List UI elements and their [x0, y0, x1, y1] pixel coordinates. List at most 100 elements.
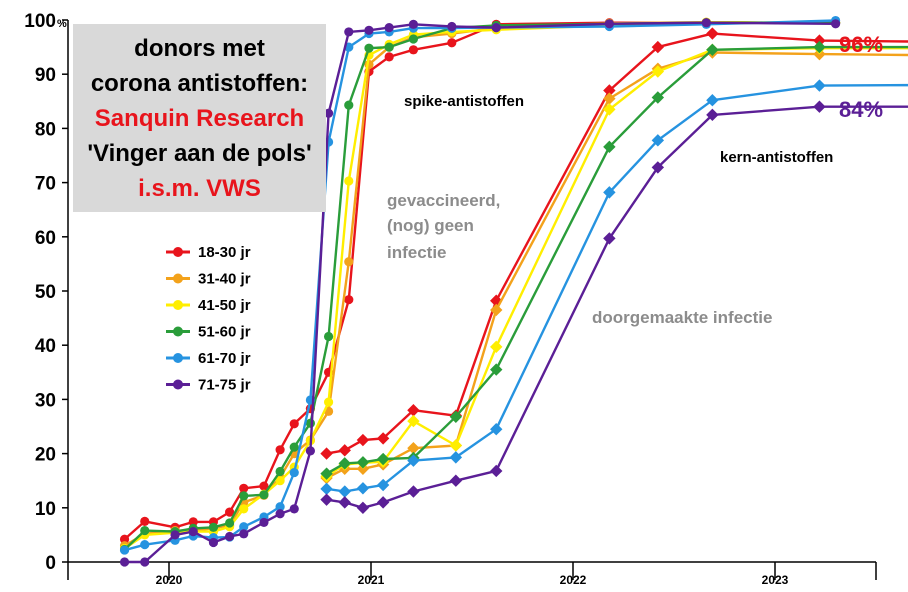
x-tick-label: 2021: [358, 573, 385, 587]
data-point: [384, 42, 394, 52]
data-point: [239, 522, 249, 532]
data-point: [320, 493, 333, 506]
legend-swatch-marker: [173, 247, 183, 257]
data-point: [604, 19, 614, 29]
legend-swatch-marker: [173, 273, 183, 284]
series-spike-71-75-jr: [119, 18, 841, 567]
legend-item: 51-60 jr: [166, 324, 251, 341]
data-point: [225, 518, 235, 528]
legend-item: 71-75 jr: [166, 377, 251, 394]
data-point: [239, 529, 249, 539]
end-label-bottom: 84%: [839, 97, 883, 122]
data-point: [275, 502, 285, 512]
series-kern-31-40-jr: [320, 46, 908, 485]
y-ticks: 0 10 20 30 40 50 60 70 80 90 100%: [24, 11, 68, 574]
data-point: [119, 534, 130, 544]
data-point: [651, 65, 665, 78]
data-point: [344, 295, 354, 305]
series-kern-51-60-jr: [320, 40, 908, 480]
end-label-top: 96%: [839, 32, 883, 57]
data-point: [140, 557, 150, 567]
data-point: [188, 527, 198, 537]
data-point: [706, 43, 719, 57]
title-box: donors met corona antistoffen: Sanquin R…: [73, 24, 326, 212]
legend-swatch-marker: [173, 353, 183, 363]
data-point: [651, 161, 665, 174]
data-point: [305, 446, 315, 456]
y-tick-label: 40: [35, 336, 56, 357]
data-point: [449, 410, 463, 423]
data-point: [323, 397, 334, 407]
y-tick-label: 70: [35, 174, 56, 195]
data-point: [275, 445, 285, 455]
data-point: [344, 100, 354, 110]
data-point: [289, 504, 299, 514]
data-point: [140, 525, 150, 536]
data-point: [490, 423, 503, 436]
data-point: [208, 537, 219, 548]
data-point: [225, 507, 235, 517]
legend-label: 71-75 jr: [198, 377, 251, 394]
data-point: [490, 464, 503, 478]
data-point: [376, 496, 390, 509]
data-point: [239, 491, 249, 501]
legend: 18-30 jr 31-40 jr 41-50 jr 51-60 jr 61-70 jr…: [166, 244, 251, 394]
data-point: [305, 418, 315, 428]
data-point: [208, 522, 219, 532]
data-point: [449, 474, 463, 487]
data-point: [408, 19, 419, 29]
data-point: [356, 456, 370, 469]
data-point: [384, 22, 394, 33]
legend-label: 18-30 jr: [198, 244, 251, 261]
data-point: [376, 432, 390, 445]
data-point: [239, 504, 249, 514]
data-point: [364, 43, 374, 53]
data-point: [344, 27, 354, 37]
data-point: [603, 232, 616, 245]
data-point: [338, 444, 351, 457]
legend-item: 31-40 jr: [166, 271, 251, 288]
title-line-5: i.s.m. VWS: [138, 174, 261, 202]
data-point: [706, 108, 719, 122]
data-point: [364, 25, 374, 35]
data-point: [289, 442, 299, 452]
x-ticks: 2020 2021 2022 2023: [67, 562, 877, 587]
data-point: [344, 257, 354, 267]
data-point: [338, 485, 351, 498]
data-point: [490, 340, 503, 354]
annotation-gevaccineerd-line3: infectie: [387, 243, 447, 262]
title-line-3: Sanquin Research: [94, 104, 305, 132]
data-point: [323, 108, 334, 118]
data-point: [706, 94, 719, 107]
data-point: [831, 19, 841, 29]
data-point: [651, 134, 665, 147]
data-point: [408, 34, 419, 44]
data-point: [603, 103, 616, 116]
data-point: [338, 457, 351, 470]
legend-item: 41-50 jr: [166, 297, 251, 314]
data-point: [490, 303, 503, 317]
data-point: [188, 517, 198, 527]
x-tick-label: 2023: [762, 573, 789, 587]
data-point: [407, 454, 420, 467]
data-point: [344, 176, 354, 186]
y-tick-label: 100: [24, 11, 56, 32]
data-point: [651, 91, 665, 104]
data-point: [376, 478, 390, 492]
legend-swatch-marker: [173, 326, 183, 337]
data-point: [239, 483, 249, 493]
data-point: [376, 452, 390, 466]
legend-swatch-marker: [173, 379, 183, 390]
data-point: [356, 501, 370, 515]
legend-label: 51-60 jr: [198, 324, 251, 341]
data-point: [259, 517, 269, 528]
data-point: [119, 557, 130, 567]
data-point: [320, 447, 333, 460]
data-point: [259, 490, 269, 500]
legend-item: 18-30 jr: [166, 244, 251, 261]
data-point: [384, 52, 394, 62]
data-point: [407, 414, 420, 428]
data-point: [651, 40, 665, 54]
data-point: [603, 186, 616, 199]
